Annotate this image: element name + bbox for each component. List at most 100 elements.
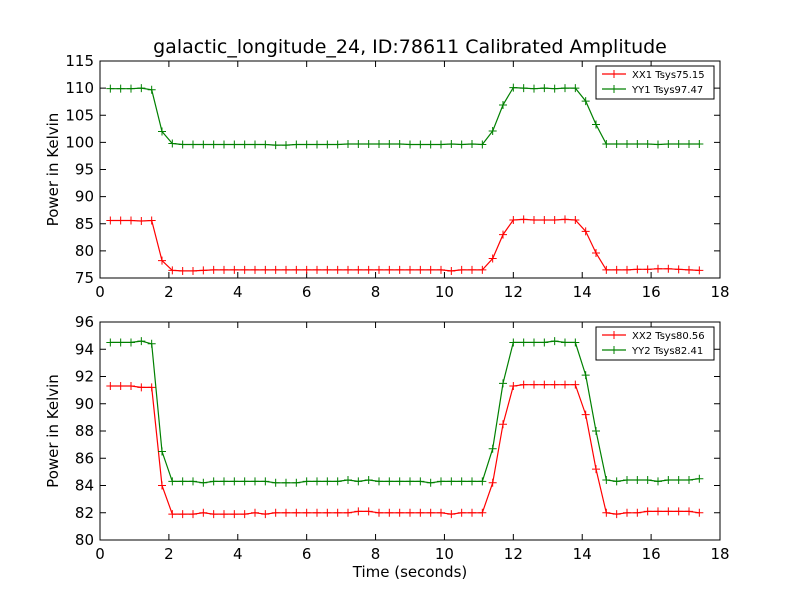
x-tick-label: 4 [233,283,243,301]
series-line [110,384,700,515]
data-point [416,477,425,486]
data-point [230,265,239,274]
data-point [406,477,414,486]
x-tick-label: 12 [504,283,523,301]
data-point [581,97,590,106]
data-point [468,477,476,486]
series-line [110,218,700,272]
data-point [344,265,352,274]
data-point [209,265,218,274]
data-point [685,265,693,274]
data-point [571,215,580,224]
data-point [695,474,704,483]
data-point [220,477,228,486]
x-tick-label: 0 [95,545,105,563]
x-tick-label: 10 [435,545,454,563]
data-point [395,140,404,149]
data-point [416,140,425,149]
data-point [685,476,693,485]
data-point [302,477,311,486]
data-point [550,215,559,224]
data-point [519,215,528,224]
data-point [561,380,569,389]
data-point [261,265,270,274]
y-tick-label: 86 [75,449,94,467]
data-point [127,338,135,347]
data-point [209,140,218,149]
data-point [592,249,600,258]
data-point [633,476,642,485]
data-point [168,266,177,275]
data-point [189,140,197,149]
data-point [654,477,662,486]
data-point [664,264,673,273]
data-point [375,140,383,149]
data-point [251,140,259,149]
data-point [282,265,290,274]
data-point [282,478,290,487]
data-point [395,477,404,486]
data-point [313,265,321,274]
data-point [189,510,197,519]
x-tick-label: 4 [233,545,243,563]
data-point [137,337,146,346]
data-point [633,508,642,517]
y-tick-label: 90 [75,188,94,206]
data-point [695,140,704,149]
data-point [602,476,611,485]
data-point [385,140,394,149]
y-tick-label: 85 [75,215,94,233]
data-point [251,508,259,517]
data-point [540,380,549,389]
data-point [261,140,270,149]
data-point [375,265,383,274]
data-point [116,338,125,347]
data-point [292,140,301,149]
data-point [571,338,580,347]
x-tick-label: 12 [504,545,523,563]
data-point [633,140,642,149]
data-point [571,84,580,93]
series-line [110,340,700,484]
data-point [488,254,497,263]
legend-label: YY1 Tsys97.47 [631,85,703,96]
y-tick-label: 82 [75,504,94,522]
data-point [137,84,146,93]
x-tick-label: 10 [435,283,454,301]
data-point [654,140,662,149]
data-point [447,510,456,519]
x-tick-label: 8 [371,283,381,301]
top-panel: 0 2 4 6 8 10 12 14 16 18 75 80 85 90 95 100 105 110 115 Pow… [44,52,730,301]
data-point [127,382,135,391]
data-point [437,265,445,274]
data-point [509,83,518,92]
data-point [519,338,528,347]
data-point [623,265,631,274]
legend-marker [610,85,618,93]
data-point [364,476,373,485]
data-point [468,140,476,149]
data-point [488,126,497,135]
data-point [271,508,280,517]
data-point [385,477,394,486]
data-point [292,478,301,487]
data-point [674,476,683,485]
data-point [344,140,352,149]
legend-marker [610,346,618,354]
data-point [168,139,177,148]
data-point [251,477,259,486]
data-point [550,84,559,93]
data-point [147,383,156,392]
data-point [437,140,445,149]
x-tick-label: 6 [302,545,312,563]
data-point [447,477,456,486]
data-point [282,141,290,150]
data-point [478,508,487,517]
y-axis-label: Power in Kelvin [44,374,62,488]
data-point [106,338,115,347]
data-point [561,338,569,347]
data-point [230,140,239,149]
data-point [116,382,125,391]
data-point [457,140,466,149]
